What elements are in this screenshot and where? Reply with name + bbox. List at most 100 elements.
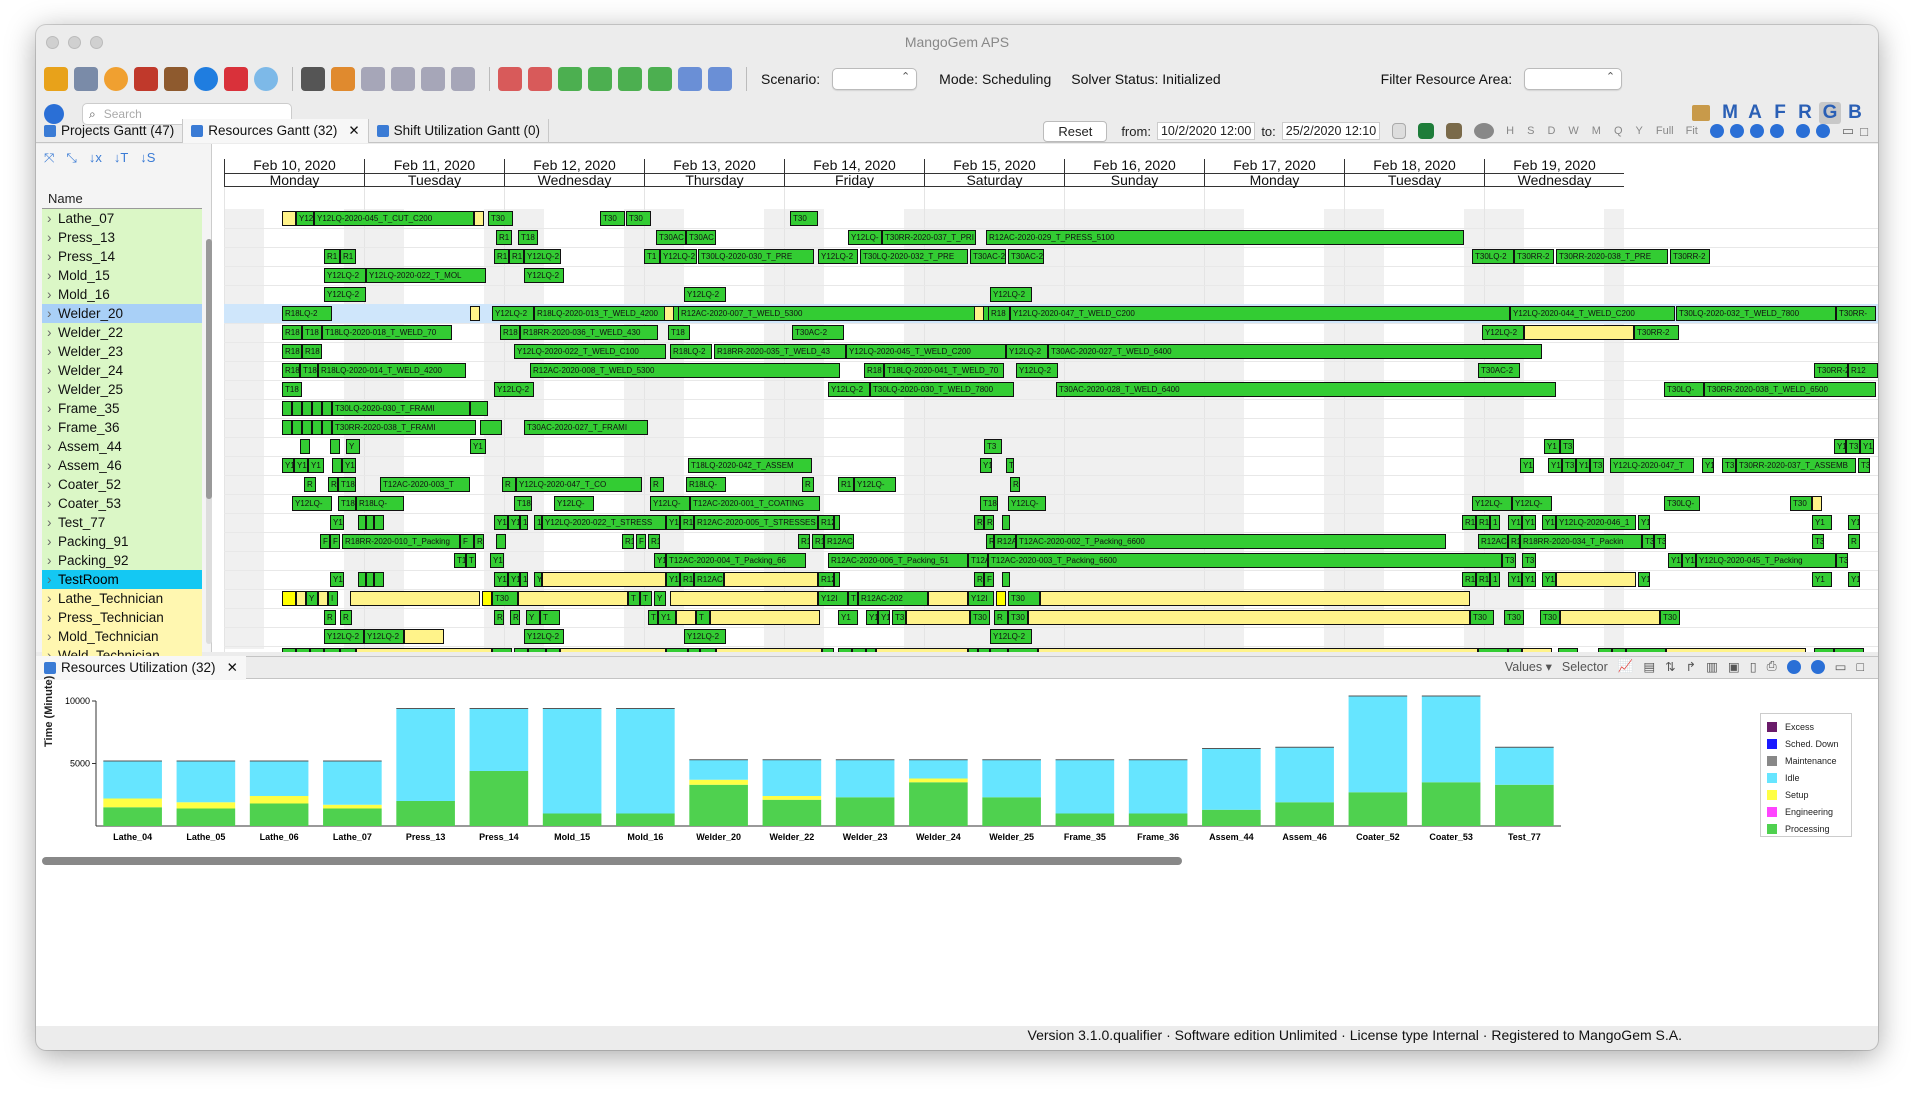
gantt-task-bar[interactable]: T30LQ-2 <box>1472 249 1514 264</box>
gantt-task-bar[interactable]: Y12I <box>818 591 848 606</box>
maximize-panel-icon[interactable]: □ <box>1860 123 1868 139</box>
gantt-task-bar[interactable]: R18LQ- <box>356 496 404 511</box>
resource-row-assem_44[interactable]: Assem_44 <box>42 437 202 456</box>
gantt-task-bar[interactable]: T18 <box>514 496 532 511</box>
gantt-task-bar[interactable]: T3 <box>1522 553 1536 568</box>
stack-icon[interactable]: ▥ <box>1706 660 1718 674</box>
gantt-task-bar[interactable]: Y1 <box>1668 553 1682 568</box>
gantt-task-bar[interactable]: R18RR-2020-010_T_Packing <box>342 534 460 549</box>
layers-down-icon[interactable] <box>421 67 445 91</box>
line-chart-icon[interactable]: 📈 <box>1617 659 1634 673</box>
selector-button[interactable]: Selector <box>1561 659 1608 674</box>
gantt-task-bar[interactable]: Y12LQ-2020-022_T_MOL <box>366 268 486 283</box>
gantt-task-bar[interactable]: T3 <box>1558 648 1578 652</box>
gantt-task-bar[interactable]: T18 <box>980 496 998 511</box>
gantt-task-bar[interactable]: R18 <box>282 363 300 378</box>
gantt-task-bar[interactable]: T30LQ- <box>1664 496 1700 511</box>
gantt-task-bar[interactable]: T30RR-2020-038_T_WELD_6500 <box>1704 382 1876 397</box>
resource-row-welder_20[interactable]: Welder_20 <box>42 304 202 323</box>
gantt-task-bar[interactable] <box>906 610 970 625</box>
export-icon[interactable]: ▣ <box>1727 660 1740 674</box>
gantt-task-bar[interactable]: T30 <box>970 610 990 625</box>
gantt-task-bar[interactable]: R18RR-2020-035_T_WELD_43 <box>714 344 846 359</box>
engineer-icon[interactable] <box>134 67 158 91</box>
gantt-task-bar[interactable]: Y1 <box>1548 458 1562 473</box>
excel-icon[interactable] <box>1418 123 1435 139</box>
name-column-header[interactable]: Name <box>42 191 202 209</box>
report-pc-icon[interactable] <box>678 67 702 91</box>
gantt-task-bar[interactable]: R12AC <box>694 572 724 587</box>
gantt-task-bar[interactable] <box>470 401 488 416</box>
gantt-task-bar[interactable]: Y1 <box>1834 439 1846 454</box>
gantt-task-bar[interactable]: R12AC-2020-007_T_WELD_5300 <box>678 306 1058 321</box>
gantt-task-bar[interactable]: R18 <box>666 648 688 652</box>
gantt-task-bar[interactable] <box>332 458 342 473</box>
resource-row-lathe_technician[interactable]: Lathe_Technician <box>42 589 202 608</box>
gantt-task-bar[interactable]: T30 <box>1790 496 1812 511</box>
gantt-task-bar[interactable]: T30 <box>790 211 818 226</box>
gantt-task-bar[interactable]: T3 <box>1562 458 1576 473</box>
team-icon[interactable] <box>164 67 188 91</box>
gantt-task-bar[interactable]: R <box>688 648 700 652</box>
gantt-task-bar[interactable]: Y12LQ- <box>292 496 332 511</box>
gantt-task-bar[interactable]: R <box>502 477 516 492</box>
gantt-task-bar[interactable]: Y1 <box>490 553 504 568</box>
gantt-task-bar[interactable]: R1 <box>622 534 634 549</box>
gantt-task-bar[interactable]: R <box>852 648 866 652</box>
from-date-field[interactable]: 10/2/2020 12:00 <box>1156 122 1256 140</box>
gantt-task-bar[interactable]: R <box>510 610 520 625</box>
gantt-task-bar[interactable] <box>876 648 968 652</box>
gantt-task-bar[interactable]: T30AC-2020-027_T_FRAMI <box>524 420 648 435</box>
gantt-task-bar[interactable]: R <box>282 648 296 652</box>
import-icon[interactable] <box>74 67 98 91</box>
gantt-task-bar[interactable]: Y1 <box>654 553 666 568</box>
gantt-task-bar[interactable] <box>1522 648 1552 652</box>
gantt-task-bar[interactable]: R <box>340 610 352 625</box>
resource-row-welder_22[interactable]: Welder_22 <box>42 323 202 342</box>
report-d-icon[interactable] <box>708 67 732 91</box>
gantt-task-bar[interactable] <box>716 648 822 652</box>
gantt-task-bar[interactable]: T30 <box>488 211 513 226</box>
gantt-task-bar[interactable]: Y12LQ- <box>1512 496 1552 511</box>
gantt-task-bar[interactable]: T30AC-2 <box>1478 363 1520 378</box>
gantt-task-bar[interactable]: R12AC <box>994 534 1016 549</box>
gantt-task-bar[interactable]: Y12LQ-2 <box>828 382 870 397</box>
report-rut-icon[interactable] <box>588 67 612 91</box>
gantt-task-bar[interactable]: Y12LQ-2 <box>684 287 726 302</box>
gantt-task-bar[interactable]: Y12 <box>492 648 512 652</box>
gantt-task-bar[interactable]: Y12LQ-2 <box>990 629 1032 644</box>
gantt-task-bar[interactable]: R <box>650 477 664 492</box>
gantt-task-bar[interactable]: Y <box>526 610 540 625</box>
gantt-task-bar[interactable] <box>404 629 444 644</box>
gantt-task-bar[interactable]: Y1 <box>508 515 520 530</box>
gantt-task-bar[interactable]: 1 <box>1490 515 1500 530</box>
sort-x-icon[interactable]: ↓x <box>88 150 102 165</box>
scale-fit[interactable]: Fit <box>1685 125 1698 137</box>
gantt-task-bar[interactable]: R12AC <box>818 515 834 530</box>
gantt-task-bar[interactable]: Y12I <box>968 591 994 606</box>
gantt-task-bar[interactable]: R12 <box>1848 363 1878 378</box>
gantt-task-bar[interactable]: Y12LQ-2 <box>524 629 564 644</box>
gantt-task-bar[interactable]: R18 <box>500 325 520 340</box>
gantt-task-bar[interactable]: R <box>984 515 994 530</box>
gantt-task-bar[interactable]: R1 <box>986 534 994 549</box>
export-icon[interactable] <box>1392 123 1407 139</box>
gantt-task-bar[interactable]: Y1 <box>1522 515 1536 530</box>
gantt-task-bar[interactable]: T3 <box>1846 439 1860 454</box>
gantt-task-bar[interactable]: R1 <box>680 515 694 530</box>
reset-button[interactable]: Reset <box>1043 120 1108 142</box>
report-cst-icon[interactable] <box>648 67 672 91</box>
resource-row-packing_91[interactable]: Packing_91 <box>42 532 202 551</box>
gantt-task-bar[interactable]: T3 <box>1654 534 1666 549</box>
bar-chart-icon[interactable]: ▤ <box>1643 660 1656 674</box>
gantt-task-bar[interactable]: R1 <box>1462 515 1476 530</box>
gantt-task-bar[interactable]: Y12LQ-2 <box>324 268 366 283</box>
gantt-task-bar[interactable] <box>710 610 820 625</box>
gantt-task-bar[interactable] <box>282 401 292 416</box>
gantt-task-bar[interactable]: Y12LQ-2020-045_T_Packing <box>1696 553 1836 568</box>
gantt-task-bar[interactable]: R12AC <box>1478 534 1508 549</box>
gantt-task-bar[interactable]: Y12LQ-2 <box>684 629 726 644</box>
gantt-task-bar[interactable]: T3 <box>984 439 1002 454</box>
gantt-task-bar[interactable] <box>330 439 340 454</box>
resource-row-frame_35[interactable]: Frame_35 <box>42 399 202 418</box>
